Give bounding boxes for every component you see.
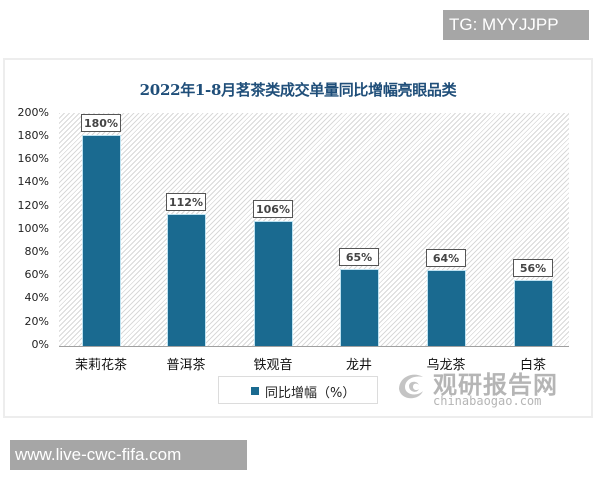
bar-white-tea (515, 281, 552, 346)
chart-card: 2022年1-8月茗茶类成交单量同比增幅亮眼品类 200% 180% 160% … (3, 58, 593, 418)
y-tick: 140% (17, 175, 49, 188)
y-tick: 180% (17, 129, 49, 142)
x-label: 乌龙茶 (426, 358, 466, 373)
data-label: 106% (253, 200, 293, 218)
source-watermark: 观研报告网 chinabaogao.com (393, 363, 583, 413)
chart-title: 2022年1-8月茗茶类成交单量同比增幅亮眼品类 (139, 81, 457, 99)
x-label: 龙井 (345, 358, 372, 373)
x-label: 白茶 (519, 358, 546, 373)
watermark-en: chinabaogao.com (433, 394, 542, 408)
legend-label: 同比增幅（%） (265, 386, 356, 401)
bar-tieguanyin (255, 222, 292, 346)
data-label: 65% (339, 248, 379, 266)
data-label: 56% (513, 259, 553, 277)
y-tick: 100% (17, 222, 49, 235)
y-tick: 60% (24, 268, 49, 281)
data-label: 180% (81, 114, 121, 132)
x-label: 铁观音 (253, 358, 293, 373)
y-tick: 0% (31, 338, 49, 351)
y-tick: 160% (17, 152, 49, 165)
watermark-cn: 观研报告网 (433, 371, 558, 399)
data-label: 64% (426, 249, 466, 267)
data-label: 112% (166, 193, 206, 211)
bottom-watermark-tag: www.live-cwc-fifa.com (10, 440, 247, 470)
bar-longjing (341, 270, 378, 346)
bar-jasmine-tea (83, 136, 120, 346)
bar-puer-tea (168, 215, 205, 346)
x-axis-line (59, 346, 569, 347)
y-tick: 40% (24, 291, 49, 304)
y-tick: 80% (24, 245, 49, 258)
y-tick: 200% (17, 106, 49, 119)
x-label: 茉莉花茶 (74, 358, 127, 373)
legend-swatch-icon (251, 387, 259, 395)
bar-oolong (428, 271, 465, 346)
x-label: 普洱茶 (166, 358, 206, 373)
top-watermark-tag: TG: MYYJJPP (443, 10, 589, 40)
chart-legend: 同比增幅（%） (218, 376, 378, 404)
y-tick: 20% (24, 315, 49, 328)
plot-area (59, 113, 569, 346)
y-tick: 120% (17, 199, 49, 212)
swirl-logo-icon (399, 374, 423, 399)
